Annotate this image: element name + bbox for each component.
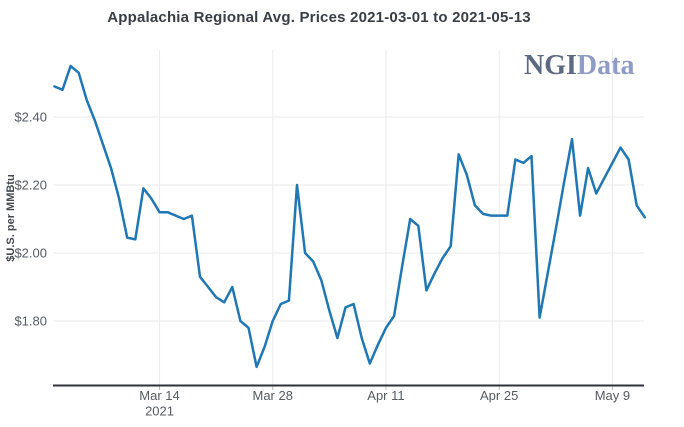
ngi-data-logo: NGIData [524, 52, 634, 80]
x-tick-label: Mar 14 [139, 388, 179, 403]
price-line[interactable] [53, 64, 647, 369]
y-tick-label: $2.20 [14, 178, 47, 193]
x-tick-label: Apr 25 [480, 388, 518, 403]
x-tick-label: Mar 28 [253, 388, 293, 403]
y-tick-label: $1.80 [14, 314, 47, 329]
y-tick-label: $2.00 [14, 246, 47, 261]
x-tick-sublabel: 2021 [145, 404, 174, 419]
logo-ngi: NGI [524, 50, 577, 81]
y-tick-label: $2.40 [14, 110, 47, 125]
y-axis-title: $U.S. per MMBtu [5, 174, 17, 261]
logo-data: Data [576, 50, 635, 81]
x-tick-label: Apr 11 [367, 388, 404, 403]
chart-title: Appalachia Regional Avg. Prices 2021-03-… [107, 9, 531, 26]
x-tick-label: May 9 [595, 388, 630, 403]
